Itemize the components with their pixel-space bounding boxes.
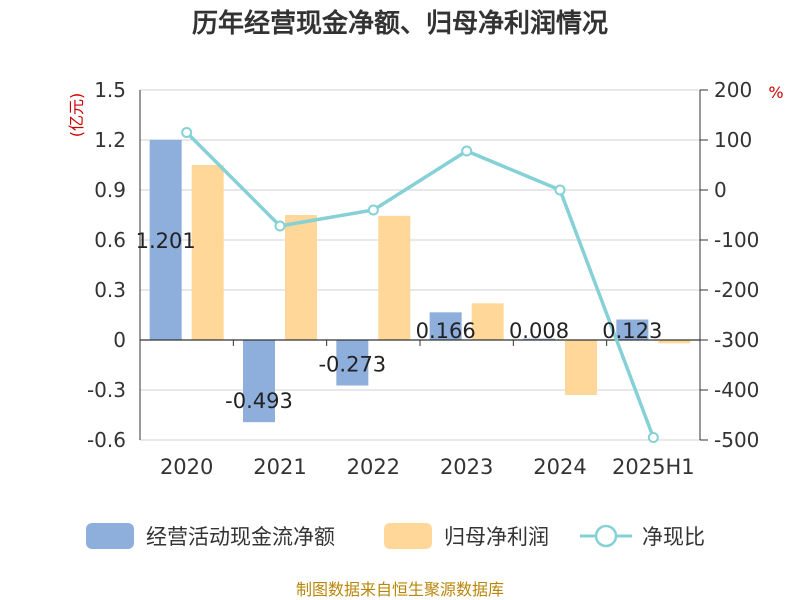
bars [149, 139, 691, 423]
cashflow-bar [523, 338, 555, 340]
ratio-line-path [185, 131, 655, 439]
profit-bar [565, 340, 597, 395]
ratio-point [181, 127, 193, 138]
right-tick-label: 100 [714, 128, 752, 152]
legend-swatch-ratio-marker [594, 524, 618, 548]
left-tick-label: -0.3 [87, 378, 126, 402]
x-tick-label: 2020 [160, 455, 213, 479]
right-tick-label: -300 [714, 328, 759, 352]
left-tick-label: 0.9 [94, 178, 126, 202]
grid-lines [140, 89, 700, 441]
right-axis-unit: % [768, 83, 783, 102]
left-tick-label: 1.5 [94, 78, 126, 102]
legend-swatch-cashflow [86, 523, 134, 549]
left-axis-ticks: 1.5 1.2 0.9 0.6 0.3 0 -0.3 -0.6 [87, 78, 126, 452]
x-tick-label: 2023 [440, 455, 493, 479]
right-tick-label: 0 [714, 178, 727, 202]
cashflow-data-label: 1.201 [136, 229, 196, 253]
legend: 经营活动现金流净额 归母净利润 净现比 [86, 523, 705, 549]
legend-label-profit: 归母净利润 [444, 525, 549, 549]
profit-bar [378, 215, 411, 340]
profit-bar [285, 215, 317, 340]
cashflow-bar [243, 340, 275, 423]
x-tick-label: 2024 [533, 455, 586, 479]
x-tick-label: 2022 [347, 455, 400, 479]
right-tick-label: 200 [714, 78, 752, 102]
data-labels: 1.201 -0.493 -0.273 0.166 0.008 0.123 [136, 229, 663, 413]
axes [139, 90, 701, 440]
legend-label-cashflow: 经营活动现金流净额 [146, 525, 335, 549]
left-tick-label: 0 [113, 328, 126, 352]
ratio-point [367, 204, 379, 216]
x-tick-label: 2021 [253, 455, 306, 479]
ratio-point [554, 184, 566, 196]
chart-title: 历年经营现金净额、归母净利润情况 [192, 8, 608, 39]
right-tick-label: -100 [714, 228, 759, 252]
legend-swatch-profit [384, 523, 432, 549]
cashflow-data-label: 0.166 [416, 319, 476, 343]
legend-label-ratio: 净现比 [642, 525, 705, 549]
ratio-point [274, 220, 286, 232]
ratio-line [181, 127, 659, 443]
cashflow-data-label: -0.493 [225, 389, 293, 413]
left-tick-label: 1.2 [94, 128, 126, 152]
ratio-point [461, 145, 473, 157]
profit-bar [471, 303, 504, 340]
cashflow-bar [336, 340, 369, 386]
cashflow-bar [149, 139, 182, 340]
x-tick-label: 2025H1 [612, 455, 695, 479]
left-tick-label: 0.6 [94, 228, 126, 252]
cashflow-data-label: 0.008 [509, 319, 569, 343]
right-axis-ticks: 200 100 0 -100 -200 -300 -400 -500 [700, 78, 759, 452]
cashflow-data-label: -0.273 [318, 353, 386, 377]
ratio-point [647, 432, 659, 443]
profit-bar [658, 340, 691, 344]
cashflow-bar [429, 312, 462, 340]
x-axis-ticks: 2020 2021 2022 2023 2024 2025H1 [160, 455, 695, 479]
left-axis-unit: (亿元) [67, 93, 86, 138]
right-tick-label: -200 [714, 278, 759, 302]
source-text: 制图数据来自恒生聚源数据库 [296, 580, 504, 599]
profit-bar [191, 165, 224, 340]
left-tick-label: 0.3 [94, 278, 126, 302]
left-tick-label: -0.6 [87, 428, 126, 452]
right-tick-label: -500 [714, 428, 759, 452]
cashflow-bar [616, 319, 649, 340]
right-tick-label: -400 [714, 378, 759, 402]
cashflow-data-label: 0.123 [602, 319, 662, 343]
